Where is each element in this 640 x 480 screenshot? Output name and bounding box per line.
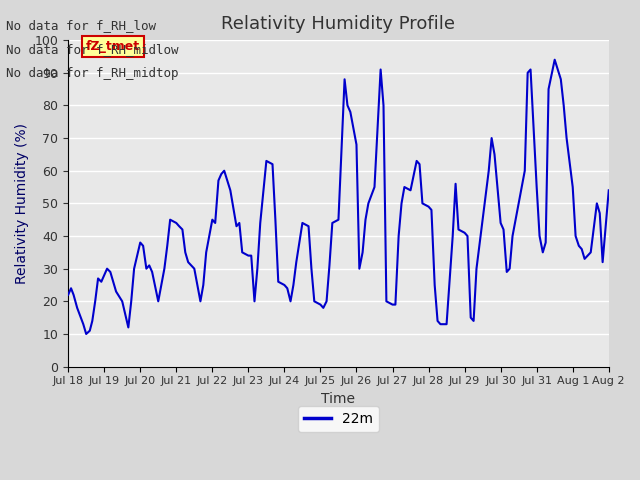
Text: No data for f_RH_midtop: No data for f_RH_midtop — [6, 67, 179, 80]
Text: No data for f_RH_low: No data for f_RH_low — [6, 19, 156, 32]
X-axis label: Time: Time — [321, 392, 355, 406]
Y-axis label: Relativity Humidity (%): Relativity Humidity (%) — [15, 123, 29, 284]
Legend: 22m: 22m — [298, 407, 379, 432]
Title: Relativity Humidity Profile: Relativity Humidity Profile — [221, 15, 456, 33]
Text: No data for f_RH_midlow: No data for f_RH_midlow — [6, 43, 179, 56]
Text: fZ_tmet: fZ_tmet — [86, 40, 140, 53]
